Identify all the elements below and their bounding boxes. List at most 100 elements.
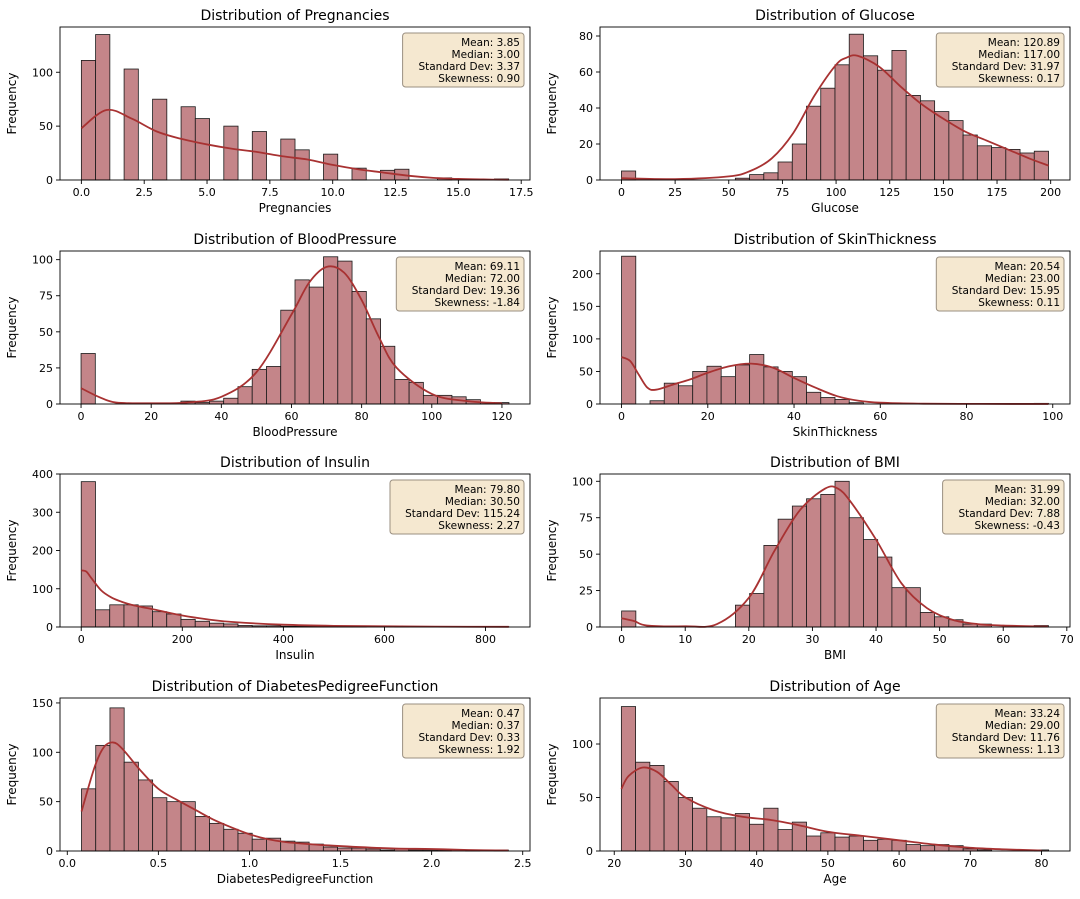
x-axis-label: Pregnancies [259, 201, 332, 215]
y-axis-label: Frequency [5, 73, 19, 135]
histogram-bar [720, 817, 736, 852]
stats-line: Skewness: 1.13 [978, 744, 1060, 756]
axes-frame [59, 250, 531, 405]
histogram-bar [223, 397, 239, 405]
x-tick-label: 0.0 [59, 857, 77, 870]
stats-line: Skewness: 1.92 [438, 744, 520, 756]
y-tick-label: 100 [572, 475, 593, 488]
histogram-bar [749, 174, 765, 181]
stats-line: Skewness: 0.17 [978, 73, 1060, 85]
histogram-bar [95, 744, 111, 852]
x-tick-label: 125 [879, 186, 900, 199]
x-tick-label: 15.0 [446, 186, 471, 199]
histogram-bar [95, 34, 111, 181]
y-tick-label: 100 [32, 254, 53, 267]
histogram-bar [166, 613, 182, 628]
stats-line: Mean: 33.24 [994, 708, 1060, 720]
histogram-bar [123, 604, 139, 628]
y-tick-label: 200 [572, 268, 593, 281]
x-tick-label: 40 [787, 410, 801, 423]
stats-box-background [402, 703, 525, 759]
histogram-bar [820, 397, 836, 405]
histogram-bar [194, 118, 210, 181]
x-tick-label: 30 [805, 633, 819, 646]
y-tick-label: 40 [579, 102, 593, 115]
histogram-bar [621, 255, 637, 405]
histogram-bar [692, 807, 708, 852]
x-tick-label: 80 [960, 410, 974, 423]
kde-curve [80, 108, 509, 181]
stats-line: Standard Dev: 11.76 [952, 732, 1061, 744]
y-tick-label: 150 [32, 697, 53, 710]
histogram-bar [237, 386, 253, 405]
y-tick-label: 200 [32, 545, 53, 558]
y-axis-label: Frequency [5, 297, 19, 359]
x-tick-label: 200 [172, 633, 193, 646]
histogram-bar [80, 481, 96, 628]
x-tick-label: 2.5 [135, 186, 153, 199]
histogram-bar [337, 260, 353, 405]
histogram-bars [80, 34, 510, 181]
histogram-bar [109, 604, 125, 628]
x-tick-label: 12.5 [383, 186, 408, 199]
y-tick-label: 50 [39, 120, 53, 133]
histogram-bar [322, 846, 338, 852]
histogram-bars [621, 255, 1049, 405]
stats-line: Standard Dev: 0.33 [418, 732, 520, 744]
kde-curve [80, 741, 509, 852]
histogram-bar [905, 95, 921, 181]
y-tick-label: 75 [579, 512, 593, 525]
histogram-bar [152, 611, 168, 628]
stats-line: Standard Dev: 115.24 [405, 508, 520, 520]
histogram-bar [905, 587, 921, 628]
stats-line: Skewness: -0.43 [974, 520, 1060, 532]
stats-box-background [395, 256, 525, 312]
x-tick-label: 150 [933, 186, 954, 199]
x-tick-label: 50 [722, 186, 736, 199]
chart-panel-2: Distribution of BloodPressure 0 20 40 60 80 10… [5, 232, 531, 439]
histogram-bar [791, 143, 807, 181]
histogram-bar [848, 517, 864, 628]
y-tick-label: 100 [32, 583, 53, 596]
stats-line: Median: 3.00 [452, 49, 520, 61]
histogram-bar [749, 823, 765, 852]
stats-box-background [942, 479, 1065, 535]
stats-line: Mean: 69.11 [454, 261, 520, 273]
x-tick-label: 40 [214, 410, 228, 423]
histogram-bar [749, 354, 765, 405]
chart-title: Distribution of Insulin [220, 455, 370, 471]
stats-line: Standard Dev: 3.37 [418, 61, 520, 73]
x-tick-label: 60 [996, 633, 1010, 646]
axes-frame [599, 473, 1071, 628]
histogram-bars [621, 480, 1049, 628]
y-axis-label: Frequency [5, 520, 19, 582]
y-tick-label: 75 [39, 290, 53, 303]
x-tick-label: 100 [1042, 410, 1063, 423]
histogram-bar [365, 318, 381, 405]
x-axis-label: Glucose [811, 201, 859, 215]
histogram-bar [194, 816, 210, 852]
histogram-bar [266, 366, 282, 405]
y-tick-label: 100 [32, 746, 53, 759]
stats-line: Skewness: 0.11 [978, 297, 1060, 309]
stats-box-background [935, 703, 1065, 759]
histogram-bar [280, 309, 296, 405]
x-tick-label: 40 [869, 633, 883, 646]
histogram-bars [620, 706, 1050, 852]
x-tick-label: 100 [826, 186, 847, 199]
histogram-bar [877, 556, 893, 628]
histogram-bar [80, 60, 97, 181]
chart-title: Distribution of BloodPressure [193, 232, 396, 248]
histogram-bar [735, 604, 751, 628]
kde-curve [621, 485, 1048, 628]
x-axis-label: Age [823, 872, 846, 886]
histogram-bar [863, 539, 879, 628]
x-tick-label: 0.5 [150, 857, 168, 870]
chart-title: Distribution of Glucose [755, 8, 915, 24]
histogram-bar [791, 505, 807, 628]
x-axis-label: BloodPressure [252, 425, 337, 439]
histogram-bar [863, 839, 879, 852]
